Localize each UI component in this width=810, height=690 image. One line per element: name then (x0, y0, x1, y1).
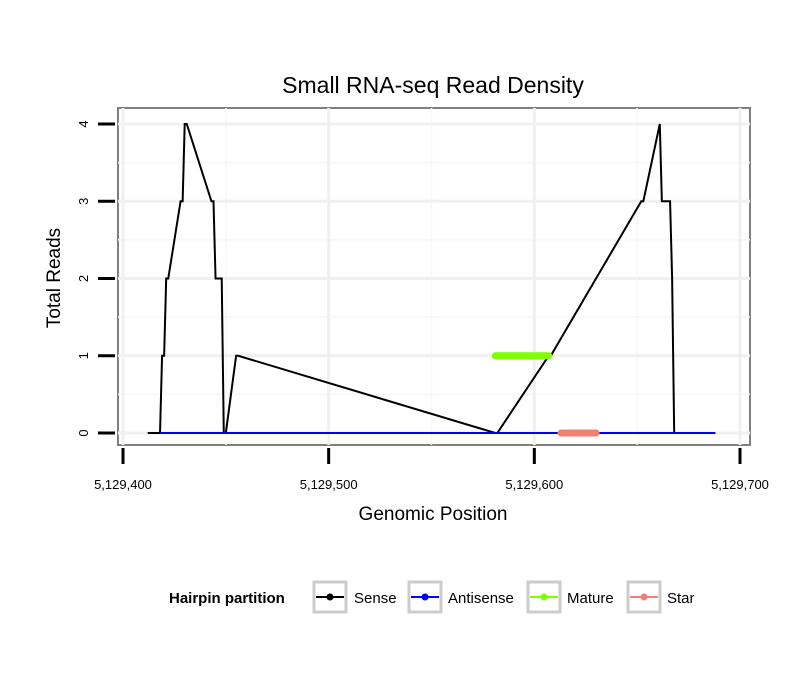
legend-key-point (326, 593, 334, 601)
y-tick-label: 1 (76, 352, 91, 359)
legend-key-point (640, 593, 648, 601)
y-tick-label: 4 (76, 120, 91, 127)
chart-title: Small RNA-seq Read Density (282, 72, 584, 98)
legend-key-point (421, 593, 429, 601)
x-axis-title: Genomic Position (359, 504, 508, 525)
legend: Hairpin partition Sense Antisense Mature St… (169, 580, 695, 614)
y-tick-label: 2 (76, 275, 91, 282)
legend-label: Mature (567, 590, 614, 607)
y-tick-label: 0 (76, 429, 91, 436)
legend-item-antisense: Antisense (407, 580, 514, 614)
y-axis-title: Total Reads (44, 228, 65, 328)
legend-title: Hairpin partition (169, 590, 285, 607)
x-tick-label: 5,129,400 (94, 477, 152, 492)
x-tick-label: 5,129,500 (300, 477, 358, 492)
y-tick-label: 3 (76, 198, 91, 205)
legend-item-mature: Mature (526, 580, 614, 614)
legend-item-sense: Sense (312, 580, 397, 614)
legend-label: Sense (354, 590, 397, 607)
legend-key-point (540, 593, 548, 601)
x-tick-label: 5,129,600 (505, 477, 563, 492)
y-axis: 0 1 2 3 4 (76, 120, 115, 437)
x-tick-label: 5,129,700 (711, 477, 769, 492)
legend-label: Star (667, 590, 695, 607)
legend-label: Antisense (448, 590, 514, 607)
x-axis: 5,129,400 5,129,500 5,129,600 5,129,700 (94, 448, 769, 492)
series-layer (147, 123, 716, 437)
legend-item-star: Star (626, 580, 695, 614)
